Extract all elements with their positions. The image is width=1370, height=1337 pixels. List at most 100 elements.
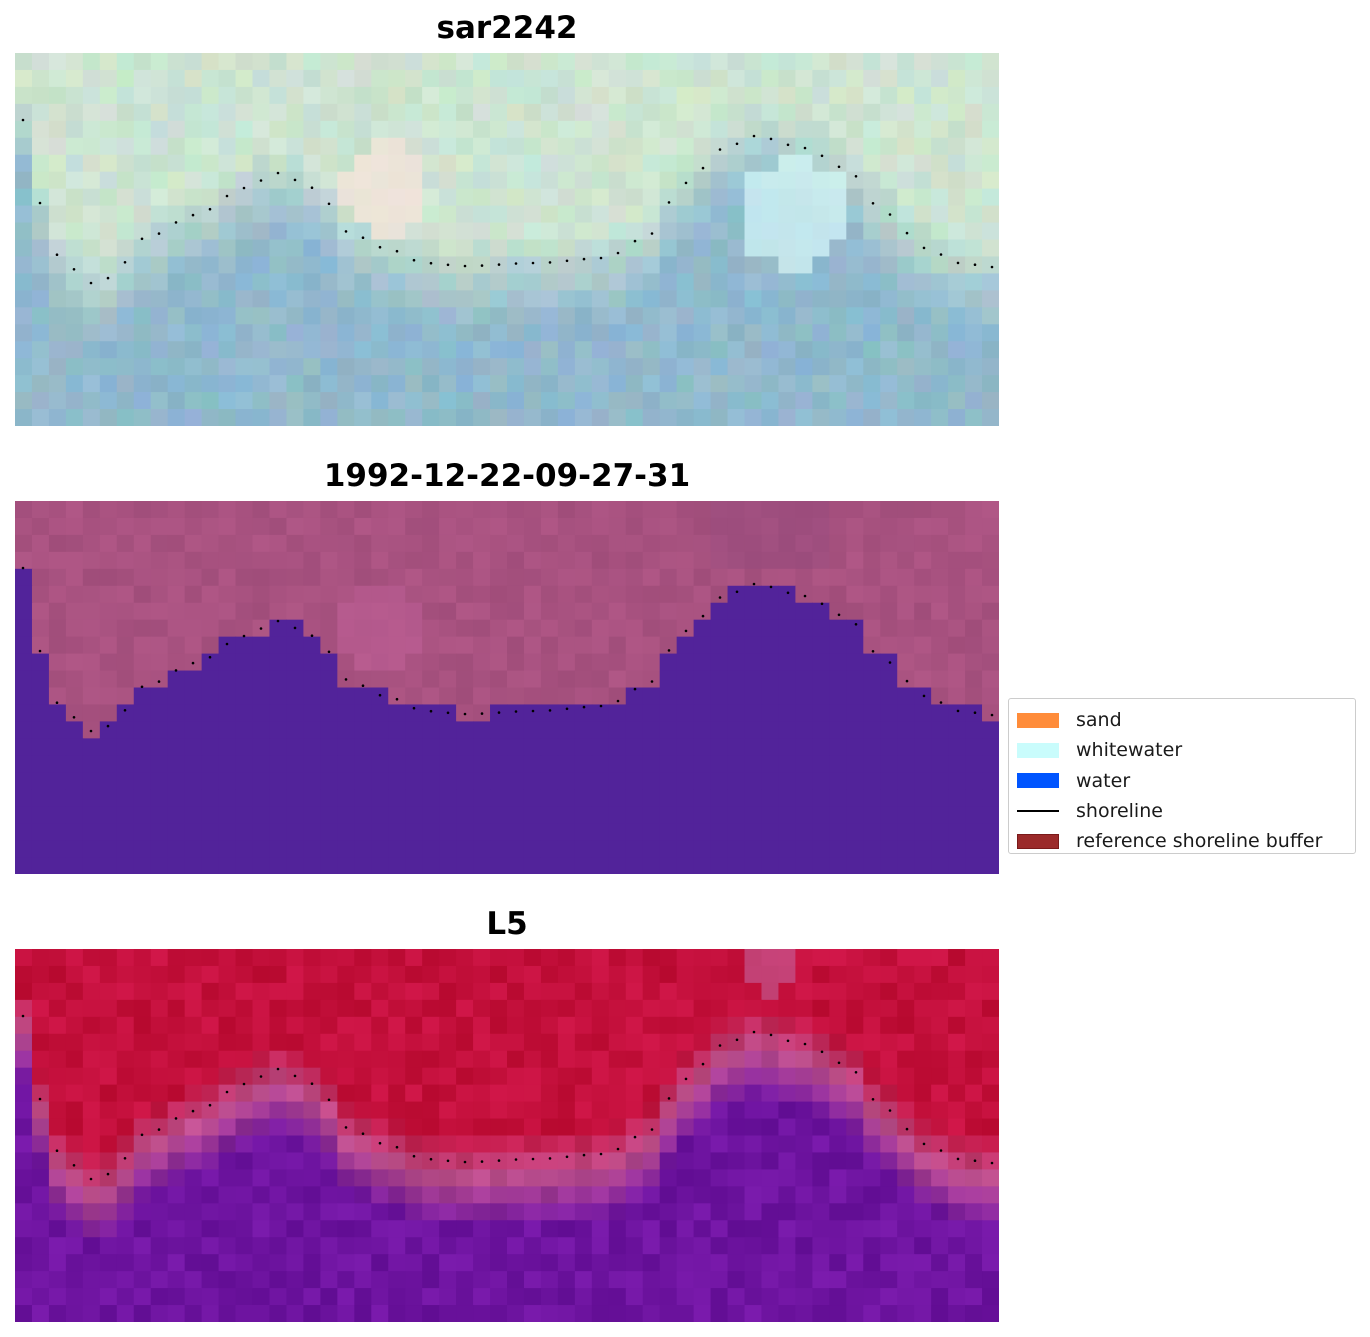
shoreline-point	[106, 1172, 110, 1176]
shoreline-point	[633, 1135, 637, 1139]
shoreline-point	[582, 257, 586, 261]
shoreline-point	[38, 1097, 42, 1101]
shoreline-point	[956, 1157, 960, 1161]
shoreline-point	[463, 1160, 467, 1164]
shoreline-point	[905, 1127, 909, 1131]
shoreline-point	[973, 1159, 977, 1162]
shoreline-point	[89, 1177, 93, 1181]
shoreline-point	[327, 1098, 331, 1102]
shoreline-point	[514, 710, 518, 713]
shoreline-point	[225, 1090, 229, 1094]
shoreline-point	[922, 694, 926, 698]
index-raster	[15, 949, 999, 1322]
shoreline-point	[956, 709, 960, 713]
shoreline-point	[497, 1159, 501, 1162]
shoreline-point	[72, 716, 76, 719]
shoreline-point	[667, 201, 671, 204]
shoreline-point	[548, 1157, 552, 1160]
shoreline-point	[531, 261, 535, 265]
shoreline-point	[429, 1157, 433, 1161]
shoreline-point	[429, 261, 433, 265]
shoreline-point	[480, 1160, 484, 1163]
legend-item-sand: sand	[1017, 705, 1347, 735]
shoreline-point	[786, 1039, 790, 1043]
shoreline-point	[786, 591, 790, 595]
shoreline-point	[718, 596, 722, 599]
shoreline-point	[463, 712, 467, 716]
shoreline-point	[871, 650, 875, 653]
shoreline-point	[599, 256, 603, 260]
shoreline-point	[21, 118, 25, 122]
shoreline-point	[429, 709, 433, 713]
shoreline-point	[565, 707, 569, 711]
shoreline-point	[480, 712, 484, 715]
shoreline-dots	[21, 118, 994, 285]
shoreline-point	[174, 669, 178, 672]
shoreline-point	[38, 201, 42, 205]
shoreline-point	[701, 166, 705, 170]
shoreline-point	[157, 232, 161, 235]
shoreline-point	[888, 1109, 892, 1112]
shoreline-point	[837, 165, 841, 169]
shoreline-point	[446, 263, 450, 267]
shoreline-point	[276, 619, 280, 623]
shoreline-point	[242, 1082, 246, 1086]
shoreline-point	[752, 582, 756, 586]
shoreline-point	[820, 154, 824, 158]
shoreline-point	[956, 261, 960, 265]
shoreline-point	[310, 634, 314, 637]
shoreline-point	[140, 237, 144, 241]
shoreline-point	[922, 246, 926, 250]
shoreline-point	[565, 1155, 569, 1159]
legend-item-whitewater: whitewater	[1017, 735, 1347, 765]
shoreline-point	[667, 649, 671, 652]
whitewater-swatch	[1017, 742, 1059, 758]
legend-item-reference-buffer: reference shoreline buffer	[1017, 826, 1347, 856]
shoreline-point	[769, 1033, 773, 1037]
rgb-image	[15, 53, 999, 426]
shoreline-point	[89, 281, 93, 285]
shoreline-point	[446, 1159, 450, 1163]
shoreline-point	[973, 711, 977, 714]
shoreline-point	[276, 171, 280, 175]
shoreline-point	[888, 661, 892, 664]
shoreline-point	[72, 268, 76, 271]
shoreline-point	[786, 143, 790, 147]
shoreline-point	[599, 1152, 603, 1156]
shoreline-point	[55, 1149, 59, 1152]
shoreline-point	[871, 202, 875, 205]
shoreline-point	[854, 175, 858, 178]
shoreline-point	[378, 245, 382, 249]
shoreline-point	[412, 1154, 416, 1158]
shoreline-point	[973, 263, 977, 266]
shoreline-point	[21, 566, 25, 570]
shoreline-point	[225, 642, 229, 646]
shoreline-point	[667, 1097, 671, 1100]
shoreline-dots	[21, 566, 994, 733]
shoreline-point	[735, 590, 739, 594]
shoreline-point	[242, 634, 246, 638]
shoreline-point	[769, 137, 773, 141]
shoreline-point	[191, 1109, 195, 1113]
shoreline-point	[208, 655, 212, 659]
shoreline-point	[939, 253, 943, 256]
shoreline-point	[106, 276, 110, 280]
shoreline-point	[565, 259, 569, 263]
shoreline-point	[378, 1141, 382, 1145]
shoreline-point	[548, 261, 552, 264]
shoreline-point	[276, 1067, 280, 1071]
shoreline-point	[327, 650, 331, 654]
shoreline-point	[854, 623, 858, 626]
shoreline-point	[820, 1050, 824, 1054]
shoreline-point	[650, 1128, 654, 1131]
shoreline-point	[803, 146, 807, 150]
shoreline-point	[242, 186, 246, 190]
shoreline-point	[718, 1044, 722, 1047]
shoreline-point	[616, 1147, 620, 1151]
shoreline-point	[990, 1161, 994, 1165]
shoreline-point	[905, 231, 909, 235]
shoreline-point	[157, 1128, 161, 1131]
shoreline-point	[157, 680, 161, 683]
shoreline-point	[633, 687, 637, 691]
shoreline-point	[344, 230, 348, 233]
